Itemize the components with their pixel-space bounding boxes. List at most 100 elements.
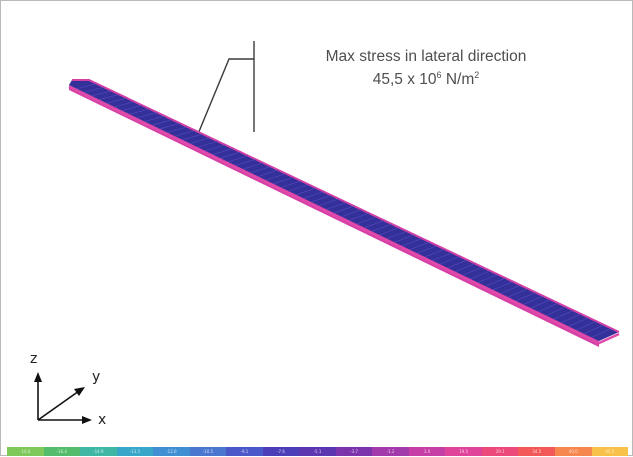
- legend-segment: 45.5: [591, 447, 629, 456]
- mesh-line: [288, 184, 309, 192]
- mesh-line: [76, 83, 97, 89]
- mesh-line: [258, 169, 279, 177]
- legend-segment: -7.6: [262, 447, 300, 456]
- mesh-line: [280, 180, 302, 188]
- mesh-line: [341, 209, 362, 217]
- mesh-line: [508, 288, 529, 298]
- mesh-line: [386, 230, 408, 239]
- mesh-line: [409, 241, 430, 250]
- mesh-line: [197, 140, 218, 148]
- mesh-line: [84, 86, 105, 93]
- legend-segment: 19.5: [445, 447, 482, 456]
- legend-segment: 3.0: [408, 447, 446, 456]
- mesh-line: [205, 144, 226, 152]
- stress-color-legend: -16.0 -16.4 -14.9 -13.5 -12.0 -10.5 -9.1 -7.6 -5…: [7, 447, 629, 456]
- x-axis-label: x: [98, 412, 107, 428]
- mesh-line: [129, 108, 150, 115]
- mesh-line: [432, 252, 453, 261]
- leader-line: [197, 58, 254, 135]
- mesh-line: [182, 133, 203, 141]
- mesh-line: [273, 176, 294, 185]
- mesh-line: [462, 266, 483, 276]
- mesh-line: [417, 245, 438, 254]
- x-arrowhead: [82, 416, 92, 424]
- mesh-line: [470, 270, 491, 280]
- legend-segment: -14.9: [80, 447, 117, 456]
- mesh-line: [152, 119, 173, 126]
- mesh-line: [326, 202, 347, 210]
- y-axis-label: y: [92, 369, 101, 385]
- mesh-line: [227, 155, 249, 163]
- mesh-line: [447, 259, 468, 269]
- mesh-line: [561, 313, 582, 324]
- coordinate-triad: [34, 372, 92, 424]
- mesh-line: [303, 191, 324, 199]
- mesh-line: [296, 187, 317, 196]
- legend-segment: -16.4: [43, 447, 81, 456]
- mesh-line: [349, 212, 370, 221]
- legend-segment: -5.1: [299, 447, 336, 456]
- mesh-line: [402, 238, 423, 247]
- mesh-line: [333, 205, 355, 214]
- mesh-line: [379, 227, 400, 236]
- mesh-line: [114, 101, 135, 108]
- mesh-line: [99, 94, 120, 100]
- z-arrowhead: [34, 372, 42, 382]
- z-axis-label: z: [30, 351, 38, 367]
- legend-segment: 29.1: [481, 447, 519, 456]
- mesh-line: [545, 306, 567, 316]
- mesh-line: [243, 162, 264, 170]
- beam-top-edge: [72, 79, 620, 333]
- legend-segment: 40.0: [554, 447, 592, 456]
- mesh-line: [439, 256, 461, 265]
- legend-segment: -3.7: [335, 447, 373, 456]
- mesh-line: [159, 122, 180, 130]
- mesh-line: [500, 284, 521, 294]
- mesh-line: [144, 115, 165, 122]
- mesh-line: [576, 320, 597, 331]
- mesh-line: [477, 274, 498, 283]
- mesh-line: [212, 148, 233, 155]
- mesh-line: [371, 223, 392, 232]
- mesh-line: [167, 126, 188, 133]
- legend-segment: 34.5: [518, 447, 555, 456]
- mesh-line: [121, 104, 143, 111]
- mesh-line: [515, 292, 536, 302]
- mesh-line: [538, 302, 559, 313]
- mesh-line: [190, 137, 211, 144]
- mesh-line: [91, 90, 112, 97]
- beam-bottom-edge: [68, 85, 620, 345]
- mesh-line: [455, 263, 476, 272]
- mesh-line: [583, 324, 604, 335]
- mesh-line: [311, 194, 332, 203]
- mesh-line: [485, 277, 506, 287]
- mesh-line: [318, 198, 339, 207]
- mesh-line: [591, 328, 612, 338]
- y-arrowhead: [74, 387, 85, 396]
- max-stress-annotation: Max stress in lateral direction 45,5 x 1…: [303, 45, 549, 91]
- legend-segment: -10.5: [189, 447, 227, 456]
- mesh-line: [530, 299, 551, 309]
- mesh-line: [424, 248, 445, 258]
- mesh-line: [523, 295, 544, 305]
- beam-top-face: [69, 80, 619, 341]
- annotation-title: Max stress in lateral direction: [325, 48, 527, 65]
- legend-segment: -9.1: [226, 447, 263, 456]
- mesh-line: [364, 220, 385, 228]
- mesh-line: [235, 158, 256, 166]
- mesh-line: [220, 151, 241, 159]
- legend-segment: -1.2: [372, 447, 409, 456]
- mesh-line: [553, 310, 574, 320]
- mesh-line: [568, 317, 589, 327]
- beam-mesh: [76, 83, 612, 338]
- legend-segment: -12.0: [153, 447, 190, 456]
- y-axis-arrow: [37, 390, 80, 421]
- mesh-line: [492, 281, 514, 291]
- mesh-line: [137, 112, 158, 119]
- annotation-value: 45,5 x 106 N/m2: [372, 69, 480, 88]
- mesh-line: [250, 166, 271, 174]
- mesh-line: [106, 97, 127, 104]
- mesh-line: [356, 216, 377, 225]
